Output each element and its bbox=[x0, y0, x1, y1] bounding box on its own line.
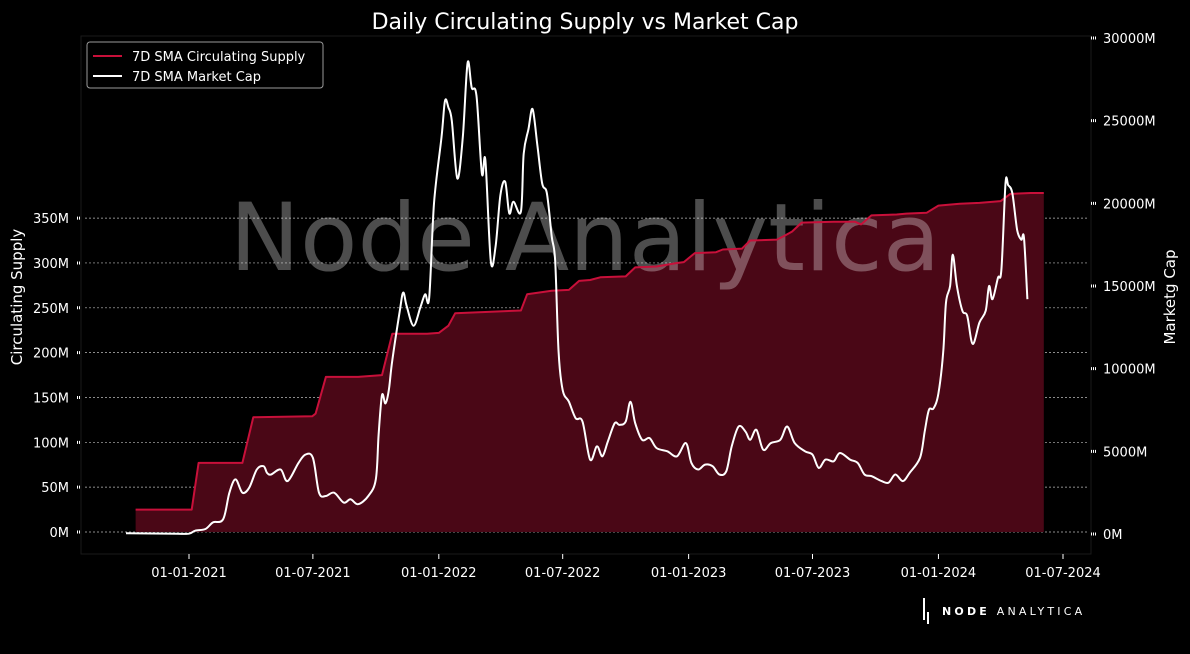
x-tick-label: 01-07-2021 bbox=[275, 566, 351, 581]
brand-logo-text: NODE ANALYTICA bbox=[942, 604, 1086, 618]
y-tick-label: 250M bbox=[33, 302, 69, 317]
y-tick-label: 100M bbox=[33, 436, 69, 451]
plot-frame bbox=[80, 35, 1092, 555]
y2-tick-label: 10000M bbox=[1103, 363, 1156, 378]
x-tick-label: 01-07-2024 bbox=[1025, 566, 1101, 581]
x-tick-label: 01-07-2023 bbox=[775, 566, 851, 581]
y-tick-label: 350M bbox=[33, 212, 69, 227]
watermark-text: Node Analytica bbox=[230, 184, 941, 293]
y2-tick-label: 0M bbox=[1103, 528, 1123, 543]
brand-logo-icon bbox=[922, 598, 934, 624]
supply-area bbox=[135, 193, 1044, 532]
x-tick-label: 01-01-2022 bbox=[401, 566, 477, 581]
plot-area: 0M 50M 100M 150M 200M 250M 300M 350M 0M 5000M 1000… bbox=[33, 32, 1156, 581]
y2-tick-label: 25000M bbox=[1103, 115, 1156, 130]
y2-tick-label: 30000M bbox=[1103, 32, 1156, 47]
y-tick-label: 50M bbox=[41, 481, 69, 496]
y-axis-label: Circulating Supply bbox=[8, 229, 26, 366]
y2-axis-label: Marketg Cap bbox=[1161, 249, 1179, 344]
y2-tick-label: 15000M bbox=[1103, 280, 1156, 295]
legend-box bbox=[86, 41, 324, 89]
x-tick-label: 01-01-2024 bbox=[901, 566, 977, 581]
legend-label-market-cap: 7D SMA Market Cap bbox=[132, 70, 261, 85]
y-tick-label: 300M bbox=[33, 257, 69, 272]
y-tick-label: 0M bbox=[50, 526, 70, 541]
x-tick-label: 01-01-2021 bbox=[151, 566, 227, 581]
supply-line bbox=[135, 192, 1044, 511]
chart-title: Daily Circulating Supply vs Market Cap bbox=[372, 10, 799, 35]
market-cap-line bbox=[125, 60, 1029, 535]
x-tick-label: 01-07-2022 bbox=[525, 566, 601, 581]
y2-tick-label: 5000M bbox=[1103, 445, 1147, 460]
brand-logo: NODE ANALYTICA bbox=[922, 598, 1085, 624]
x-tick-label: 01-01-2023 bbox=[651, 566, 727, 581]
y2-tick-label: 20000M bbox=[1103, 197, 1156, 212]
legend-label-supply: 7D SMA Circulating Supply bbox=[132, 50, 306, 65]
y-tick-label: 200M bbox=[33, 347, 69, 362]
legend: 7D SMA Circulating Supply 7D SMA Market C… bbox=[86, 41, 324, 89]
y-tick-label: 150M bbox=[33, 391, 69, 406]
